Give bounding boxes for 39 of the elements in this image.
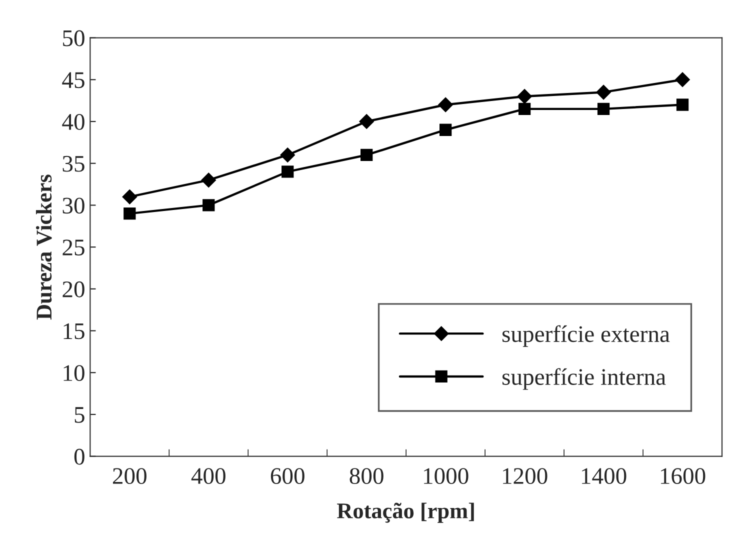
point: [438, 97, 453, 112]
x-tick-label: 200: [112, 468, 146, 484]
legend-label: superfície externa: [502, 325, 670, 347]
x-tick-label: 800: [350, 468, 384, 484]
legend-label: superfície interna: [502, 368, 666, 390]
x-tick-label: 1400: [582, 468, 626, 484]
x-tick-label: 400: [191, 468, 226, 484]
point: [122, 189, 138, 204]
point: [517, 88, 532, 104]
point: [675, 72, 690, 88]
y-tick-label: 0: [74, 448, 84, 465]
y-tick-label: 5: [74, 407, 84, 423]
x-tick-label: 1600: [660, 468, 706, 484]
y-tick-label: 10: [64, 365, 84, 382]
point: [439, 124, 452, 136]
point: [124, 207, 136, 220]
y-tick-label: 45: [62, 72, 84, 88]
y-tick-label: 20: [62, 281, 84, 298]
y-axis-title: Dureza Vickers: [36, 174, 52, 320]
x-tick-label: 600: [270, 468, 304, 484]
point: [676, 98, 689, 111]
point: [280, 148, 296, 162]
point: [360, 148, 373, 162]
y-tick-label: 15: [64, 323, 84, 340]
y-tick-label: 50: [63, 30, 84, 46]
y-tick-label: 25: [62, 240, 84, 256]
point: [518, 102, 531, 116]
point: [597, 102, 610, 116]
point: [201, 172, 216, 188]
point: [596, 84, 611, 100]
point: [282, 166, 294, 178]
point: [202, 199, 215, 212]
point: [359, 114, 374, 129]
x-tick-label: 1200: [503, 468, 548, 484]
y-tick-label: 30: [62, 198, 84, 214]
x-axis-title: Rotação [rpm]: [337, 502, 474, 523]
y-tick-label: 40: [62, 114, 84, 130]
y-tick-label: 35: [62, 156, 84, 172]
x-tick-label: 1000: [424, 468, 468, 484]
